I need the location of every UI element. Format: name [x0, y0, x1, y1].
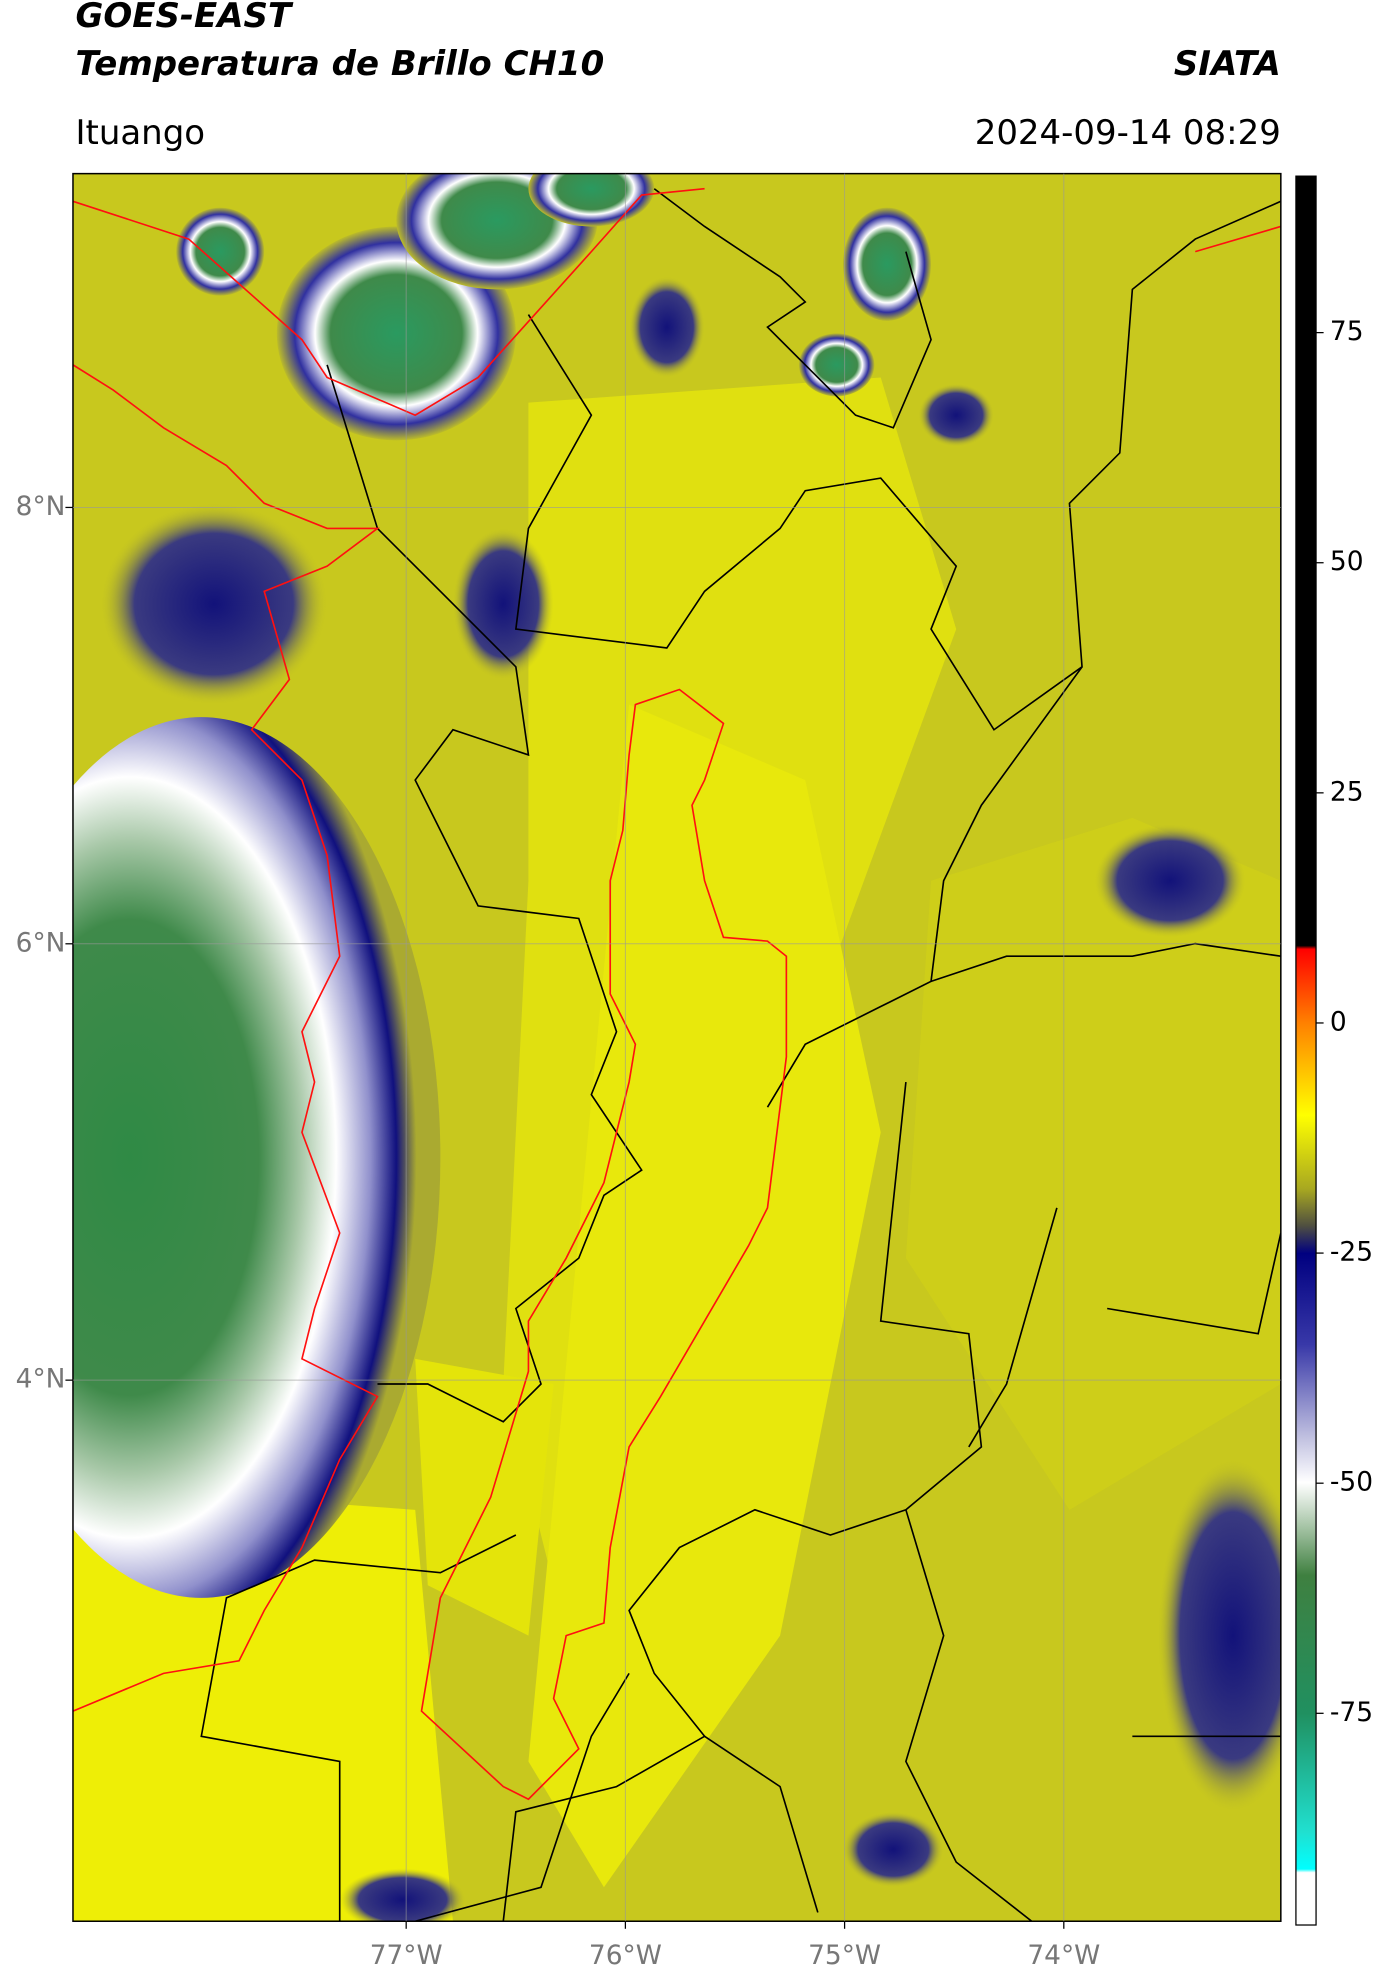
colorbar-tick-label: -75	[1330, 1697, 1373, 1728]
place: Ituango	[75, 113, 205, 153]
colorbar-tick-label: -25	[1330, 1237, 1373, 1268]
colorbar-tick-label: 50	[1330, 546, 1364, 577]
satellite-image	[72, 173, 1281, 1922]
x-tick-label: 76°W	[589, 1940, 662, 1971]
x-tick-label: 74°W	[1027, 1940, 1100, 1971]
colorbar-tick-label: -50	[1330, 1467, 1373, 1498]
y-tick-label: 6°N	[16, 927, 66, 958]
map-frame	[72, 172, 1282, 1922]
colorbar-tick-label: 0	[1330, 1006, 1347, 1037]
x-tick-label: 77°W	[370, 1940, 443, 1971]
org: SIATA	[1174, 44, 1281, 84]
y-tick-label: 8°N	[16, 491, 66, 522]
datetime: 2024-09-14 08:29	[975, 113, 1281, 153]
subtitle: Temperatura de Brillo CH10	[75, 44, 604, 84]
colorbar-tick-label: 25	[1330, 776, 1364, 807]
x-tick-label: 75°W	[808, 1940, 881, 1971]
colorbar	[1295, 175, 1317, 1926]
title: GOES-EAST	[75, 0, 293, 36]
y-tick-label: 4°N	[16, 1364, 66, 1395]
colorbar-tick-label: 75	[1330, 316, 1364, 347]
